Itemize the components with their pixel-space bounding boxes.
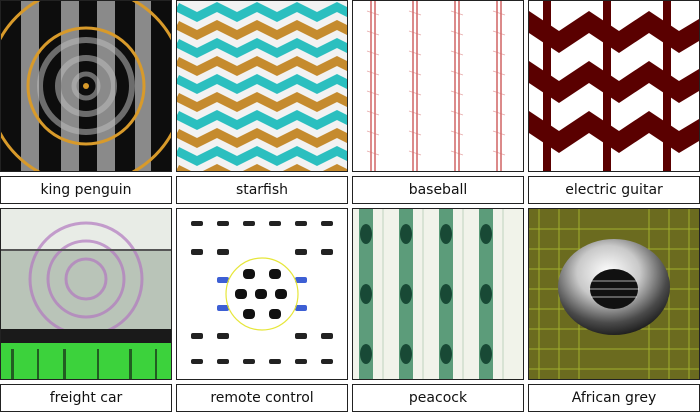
gray-sphere-image <box>529 209 699 379</box>
label-king-penguin: king penguin <box>0 176 172 204</box>
label-starfish: starfish <box>176 176 348 204</box>
label-african-grey: African grey <box>528 384 700 412</box>
zigzag-teal-gold-image <box>177 1 347 171</box>
maroon-chevron-image <box>529 1 699 171</box>
tile-starfish[interactable] <box>176 0 348 172</box>
tile-african-grey[interactable] <box>528 208 700 380</box>
label-freight-car: freight car <box>0 384 172 412</box>
tile-baseball[interactable] <box>352 0 524 172</box>
tile-freight-car[interactable] <box>0 208 172 380</box>
tile-peacock[interactable] <box>352 208 524 380</box>
label-remote-control: remote control <box>176 384 348 412</box>
red-stitch-stripes-image <box>353 1 523 171</box>
tile-king-penguin[interactable] <box>0 0 172 172</box>
tile-electric-guitar[interactable] <box>528 0 700 172</box>
feather-columns-image <box>353 209 523 379</box>
concentric-stripes-image <box>1 1 171 171</box>
tile-remote-control[interactable] <box>176 208 348 380</box>
green-noise-rings-image <box>1 209 171 379</box>
button-grid-image <box>177 209 347 379</box>
label-peacock: peacock <box>352 384 524 412</box>
label-electric-guitar: electric guitar <box>528 176 700 204</box>
label-baseball: baseball <box>352 176 524 204</box>
